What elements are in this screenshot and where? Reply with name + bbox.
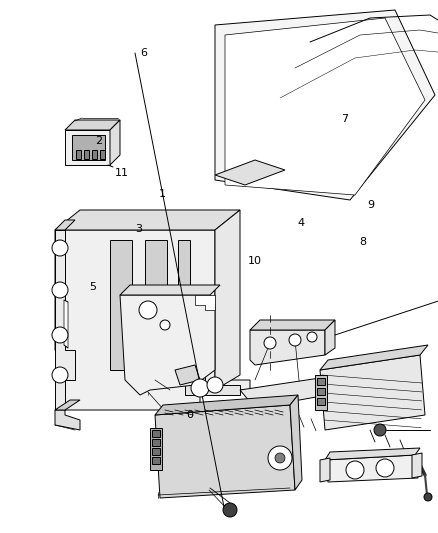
Text: 2: 2 bbox=[95, 136, 102, 146]
Polygon shape bbox=[55, 410, 80, 430]
Bar bbox=[150, 428, 162, 470]
Circle shape bbox=[307, 332, 317, 342]
Polygon shape bbox=[250, 330, 325, 365]
Bar bbox=[110, 240, 132, 370]
Polygon shape bbox=[155, 405, 295, 498]
Polygon shape bbox=[290, 395, 302, 490]
Bar bbox=[152, 457, 160, 464]
Polygon shape bbox=[155, 395, 298, 415]
Polygon shape bbox=[325, 320, 335, 355]
Polygon shape bbox=[65, 130, 110, 165]
Polygon shape bbox=[240, 375, 355, 408]
Polygon shape bbox=[55, 230, 250, 410]
Polygon shape bbox=[185, 375, 240, 395]
Circle shape bbox=[52, 327, 68, 343]
Circle shape bbox=[268, 446, 292, 470]
Circle shape bbox=[223, 503, 237, 517]
Polygon shape bbox=[55, 400, 80, 410]
Circle shape bbox=[52, 240, 68, 256]
Polygon shape bbox=[225, 18, 425, 195]
Circle shape bbox=[424, 493, 432, 501]
Polygon shape bbox=[325, 448, 420, 460]
Polygon shape bbox=[120, 285, 220, 295]
Polygon shape bbox=[412, 453, 422, 478]
Polygon shape bbox=[55, 220, 75, 230]
Text: 7: 7 bbox=[341, 114, 348, 124]
Bar bbox=[317, 378, 325, 385]
Bar bbox=[152, 448, 160, 455]
Polygon shape bbox=[175, 365, 200, 385]
Text: 8: 8 bbox=[359, 237, 366, 247]
Text: 0: 0 bbox=[187, 410, 194, 420]
Polygon shape bbox=[120, 295, 215, 395]
Circle shape bbox=[52, 367, 68, 383]
Circle shape bbox=[207, 377, 223, 393]
Text: 6: 6 bbox=[140, 48, 147, 58]
Text: 3: 3 bbox=[135, 224, 142, 234]
Polygon shape bbox=[72, 135, 105, 160]
Text: 1: 1 bbox=[159, 189, 166, 199]
Bar bbox=[152, 439, 160, 446]
Bar bbox=[317, 398, 325, 405]
Polygon shape bbox=[215, 160, 285, 185]
Bar bbox=[84, 150, 89, 159]
Circle shape bbox=[139, 301, 157, 319]
Circle shape bbox=[264, 337, 276, 349]
Bar bbox=[152, 430, 160, 437]
Circle shape bbox=[191, 379, 209, 397]
Circle shape bbox=[160, 320, 170, 330]
Polygon shape bbox=[64, 300, 68, 348]
Circle shape bbox=[289, 334, 301, 346]
Text: 4: 4 bbox=[297, 218, 304, 228]
Bar bbox=[145, 240, 167, 370]
Polygon shape bbox=[250, 320, 335, 330]
Polygon shape bbox=[395, 450, 420, 465]
Circle shape bbox=[376, 459, 394, 477]
Polygon shape bbox=[325, 455, 418, 482]
Circle shape bbox=[52, 282, 68, 298]
Polygon shape bbox=[55, 230, 75, 410]
Bar bbox=[76, 150, 81, 159]
Text: 5: 5 bbox=[89, 282, 96, 292]
Polygon shape bbox=[320, 458, 330, 482]
Text: 10: 10 bbox=[247, 256, 261, 266]
Circle shape bbox=[346, 461, 364, 479]
Polygon shape bbox=[320, 355, 425, 430]
Bar bbox=[92, 150, 97, 159]
Text: 11: 11 bbox=[115, 168, 129, 178]
Text: 9: 9 bbox=[367, 200, 374, 210]
Polygon shape bbox=[195, 295, 215, 310]
Polygon shape bbox=[65, 120, 120, 130]
Polygon shape bbox=[215, 10, 435, 200]
Bar bbox=[178, 240, 190, 330]
Polygon shape bbox=[215, 210, 240, 390]
Bar bbox=[317, 388, 325, 395]
Polygon shape bbox=[320, 345, 428, 370]
Polygon shape bbox=[110, 120, 120, 165]
Circle shape bbox=[275, 453, 285, 463]
Bar bbox=[315, 375, 327, 410]
Circle shape bbox=[374, 424, 386, 436]
Bar bbox=[100, 150, 105, 159]
Polygon shape bbox=[55, 210, 240, 230]
